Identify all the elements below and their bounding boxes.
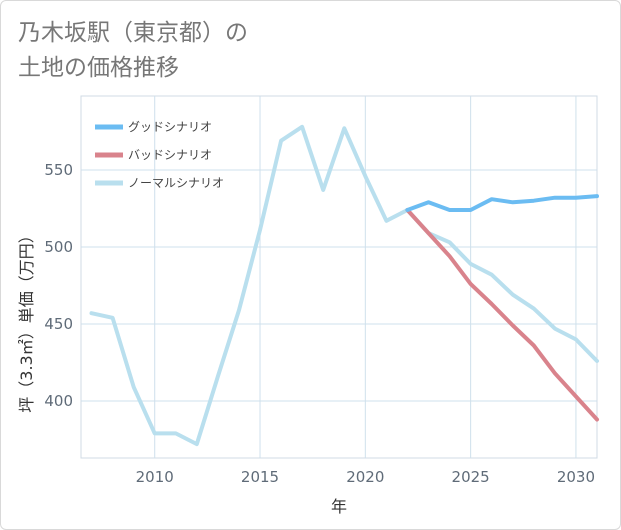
series-layer — [89, 124, 599, 447]
series-line-1 — [405, 194, 599, 212]
plot-area — [80, 95, 598, 459]
y-axis-title: 坪（3.3㎡）単価（万円） — [17, 227, 36, 412]
x-tick-label: 2020 — [346, 468, 384, 486]
series-line-3 — [89, 124, 599, 447]
x-tick-label: 2030 — [557, 468, 595, 486]
chart-title: 乃木坂駅（東京都）の 土地の価格推移 — [18, 20, 248, 81]
x-tick-label: 2015 — [241, 468, 279, 486]
y-tick-label: 550 — [44, 161, 73, 179]
y-tick-label: 500 — [44, 238, 73, 256]
y-tick-label: 450 — [44, 315, 73, 333]
y-tick-label: 400 — [44, 392, 73, 410]
legend-label: グッドシナリオ — [128, 120, 212, 134]
x-tick-label: 2010 — [136, 468, 174, 486]
x-tick-label: 2025 — [452, 468, 490, 486]
axis-ticks: 2010 2015 2020 2025 2030 400 450 500 550 — [44, 161, 595, 486]
series-line-2 — [405, 208, 599, 422]
legend-label: バッドシナリオ — [128, 148, 212, 162]
x-axis-title: 年 — [331, 497, 347, 516]
legend-label: ノーマルシナリオ — [128, 176, 224, 190]
